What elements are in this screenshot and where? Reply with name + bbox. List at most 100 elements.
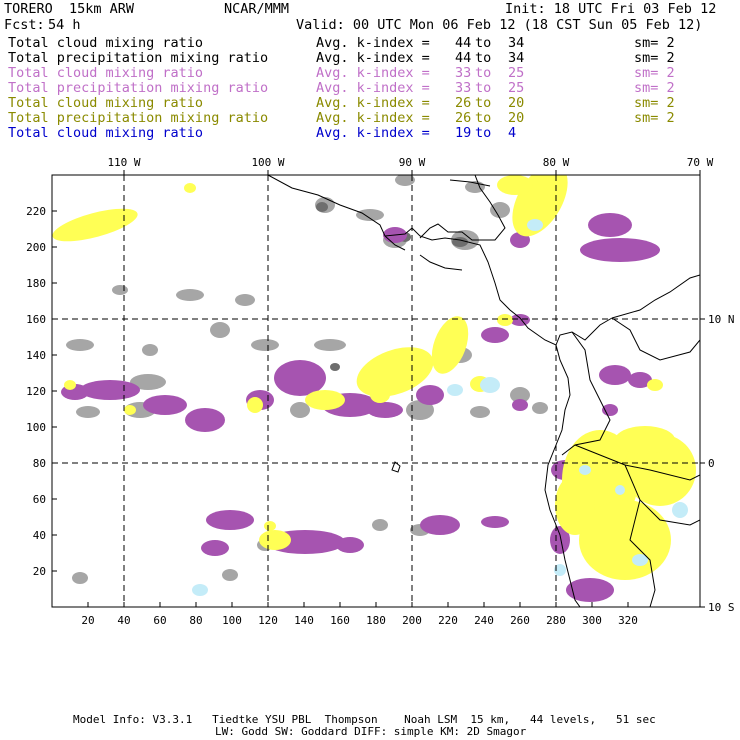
coast-yucatan xyxy=(419,175,506,241)
legend-row-1-avg: Avg. k-index = xyxy=(316,35,430,51)
x-tick-label-0: 20 xyxy=(81,614,94,627)
purple-cloud-3 xyxy=(274,360,326,396)
gray-cloud-8 xyxy=(142,344,158,356)
y-tick-label-2: 180 xyxy=(26,277,46,290)
legend-row-5-avg: Avg. k-index = xyxy=(316,95,430,111)
lon-label-0: 110 W xyxy=(107,156,140,169)
gray-cloud-25 xyxy=(72,572,88,584)
legend-row-3-sm: sm= 2 xyxy=(634,65,675,81)
blue-cloud-5 xyxy=(554,564,566,576)
purple-cloud-22 xyxy=(481,327,509,343)
blue-cloud-7 xyxy=(579,465,591,475)
legend-row-6-k-from: 26 xyxy=(455,110,472,126)
legend-row-2-sm: sm= 2 xyxy=(634,50,675,66)
purple-cloud-19 xyxy=(201,540,229,556)
legend-row-1-sm: sm= 2 xyxy=(634,35,675,51)
border-guatemala xyxy=(384,235,406,251)
lat-lon-grid xyxy=(52,175,700,607)
lon-label-2: 90 W xyxy=(399,156,426,169)
x-tick-label-3: 80 xyxy=(189,614,202,627)
blue-cloud-1 xyxy=(447,384,463,396)
dark-cloud-0 xyxy=(316,202,328,212)
gray-cloud-4 xyxy=(490,202,510,218)
y-tick-label-1: 200 xyxy=(26,241,46,254)
gray-cloud-9 xyxy=(66,339,94,351)
x-tick-label-9: 200 xyxy=(402,614,422,627)
legend-row-7-to: to xyxy=(475,125,492,141)
model-info-line-2: LW: Godd SW: Goddard DIFF: simple KM: 2D… xyxy=(215,725,527,738)
legend-row-4-k-to: 25 xyxy=(508,80,525,96)
legend-row-7-avg: Avg. k-index = xyxy=(316,125,430,141)
coast-caribbean-south xyxy=(611,274,700,319)
x-tick-label-2: 60 xyxy=(153,614,166,627)
yellow-cloud-13 xyxy=(124,405,136,415)
legend-row-3-to: to xyxy=(475,65,492,81)
x-tick-label-7: 160 xyxy=(330,614,350,627)
purple-cloud-6 xyxy=(367,402,403,418)
border-bolivia xyxy=(629,499,656,607)
coastlines xyxy=(267,175,700,607)
yellow-cloud-4 xyxy=(259,530,291,550)
yellow-cloud-20 xyxy=(184,183,196,193)
yellow-cloud-2 xyxy=(431,316,469,374)
x-tick-label-11: 240 xyxy=(474,614,494,627)
legend-row-2-k-to: 34 xyxy=(508,50,525,66)
y-tick-label-5: 120 xyxy=(26,385,46,398)
y-tick-label-0: 220 xyxy=(26,205,46,218)
yellow-cloud-10 xyxy=(555,475,595,535)
purple-cloud-23 xyxy=(510,314,530,326)
gray-cloud-5 xyxy=(314,339,346,351)
legend-row-4-k-from: 33 xyxy=(455,80,472,96)
legend-row-2-to: to xyxy=(475,50,492,66)
purple-cloud-16 xyxy=(336,537,364,553)
gray-cloud-28 xyxy=(395,175,415,186)
legend-row-5-to: to xyxy=(475,95,492,111)
yellow-cloud-18 xyxy=(264,521,276,531)
legend-row-3-k-to: 25 xyxy=(508,65,525,81)
purple-cloud-26 xyxy=(550,526,570,554)
purple-cloud-17 xyxy=(420,515,460,535)
gray-cloud-24 xyxy=(222,569,238,581)
y-tick-label-10: 20 xyxy=(33,565,46,578)
purple-cloud-21 xyxy=(628,372,652,388)
legend-row-2-avg: Avg. k-index = xyxy=(316,50,430,66)
legend-row-6-to: to xyxy=(475,110,492,126)
gray-cloud-6 xyxy=(251,339,279,351)
legend-row-3-field: Total cloud mixing ratio xyxy=(8,65,204,81)
model-info-line-1: Model Info: V3.3.1 Tiedtke YSU PBL Thomp… xyxy=(73,713,656,726)
legend-row-4-avg: Avg. k-index = xyxy=(316,80,430,96)
coast-central-america-pacific xyxy=(267,175,613,346)
purple-cloud-27 xyxy=(602,404,618,416)
yellow-cloud-3 xyxy=(305,390,345,410)
y-tick-label-6: 100 xyxy=(26,421,46,434)
y-tick-label-7: 80 xyxy=(33,457,46,470)
legend-row-5-k-from: 26 xyxy=(455,95,472,111)
blue-cloud-8 xyxy=(615,485,625,495)
gray-cloud-18 xyxy=(235,294,255,306)
x-tick-label-4: 100 xyxy=(222,614,242,627)
blue-cloud-6 xyxy=(192,584,208,596)
y-tick-label-4: 140 xyxy=(26,349,46,362)
forecast-label: Fcst: xyxy=(4,17,45,33)
purple-cloud-18 xyxy=(481,516,509,528)
cloud-fields xyxy=(52,175,696,602)
gray-cloud-1 xyxy=(356,209,384,221)
yellow-cloud-11 xyxy=(615,426,675,454)
y-tick-label-8: 60 xyxy=(33,493,46,506)
legend-row-7-k-from: 19 xyxy=(455,125,472,141)
legend-row-6-field: Total precipitation mixing ratio xyxy=(8,110,269,126)
yellow-cloud-6 xyxy=(497,175,533,195)
legend-row-4-to: to xyxy=(475,80,492,96)
y-tick-label-9: 40 xyxy=(33,529,46,542)
yellow-cloud-16 xyxy=(647,379,663,391)
legend-row-4-field: Total precipitation mixing ratio xyxy=(8,80,269,96)
legend-row-5-field: Total cloud mixing ratio xyxy=(8,95,204,111)
legend-row-5-sm: sm= 2 xyxy=(634,95,675,111)
legend-row-2-field: Total precipitation mixing ratio xyxy=(8,50,269,66)
yellow-cloud-0 xyxy=(52,208,138,242)
gray-cloud-16 xyxy=(470,406,490,418)
legend-row-5-k-to: 20 xyxy=(508,95,525,111)
legend-row-7-field: Total cloud mixing ratio xyxy=(8,125,204,141)
lat-label-2: 10 S xyxy=(708,601,735,614)
purple-cloud-20 xyxy=(599,365,631,385)
